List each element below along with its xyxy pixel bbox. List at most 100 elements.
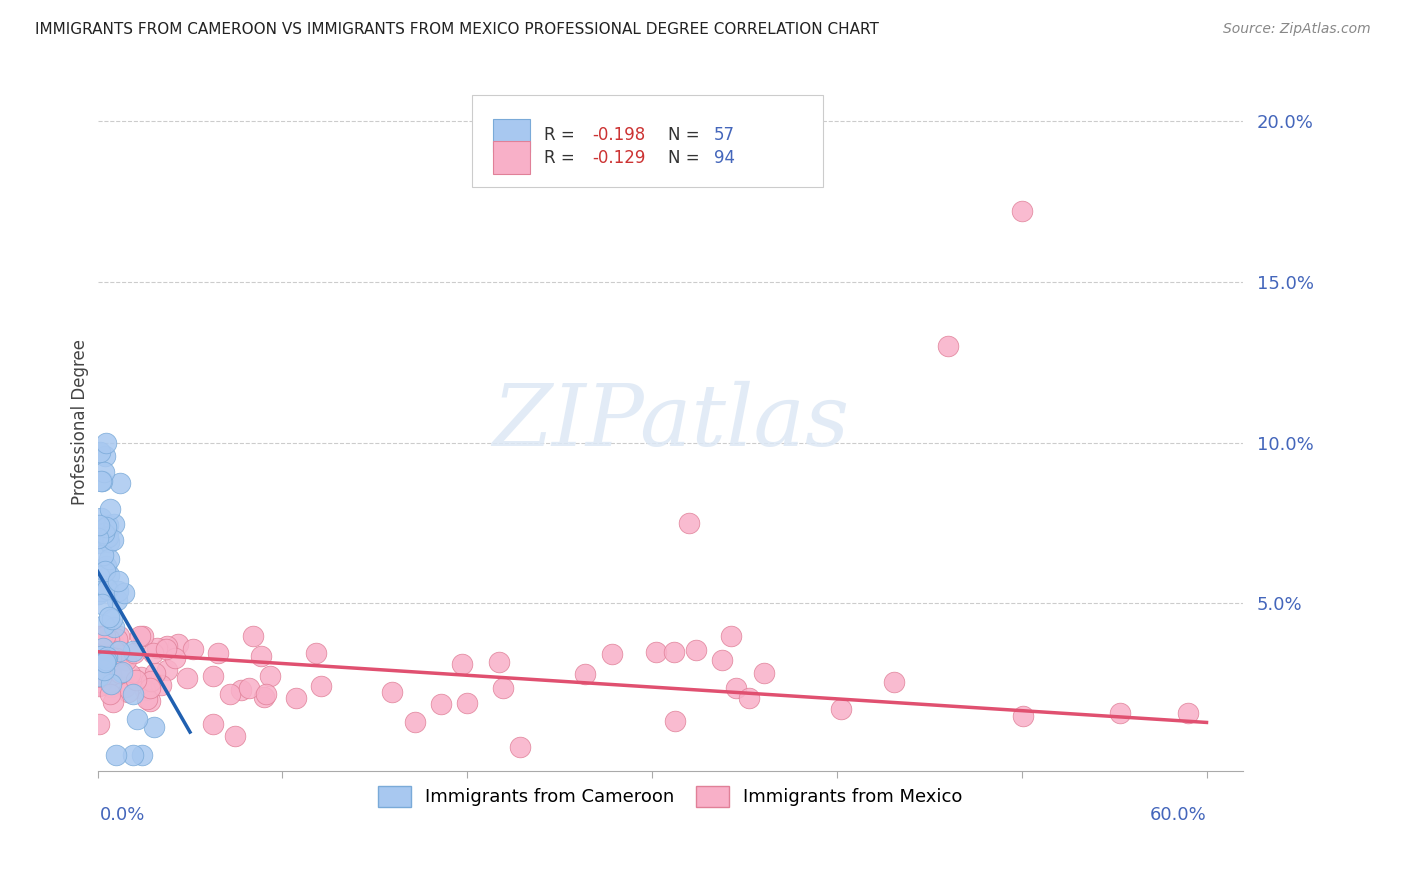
Point	[574, 666, 596, 681]
Point	[108, 643, 131, 657]
Point	[219, 687, 242, 701]
Text: -0.129: -0.129	[592, 149, 645, 167]
Y-axis label: Professional Degree: Professional Degree	[72, 339, 89, 505]
Point	[96, 436, 118, 450]
Point	[91, 629, 114, 643]
Point	[122, 644, 145, 658]
Point	[242, 629, 264, 643]
Point	[117, 684, 139, 698]
Point	[163, 651, 186, 665]
Point	[936, 339, 959, 353]
Point	[685, 643, 707, 657]
Point	[105, 632, 128, 646]
Point	[103, 533, 125, 548]
Point	[87, 587, 110, 601]
Point	[181, 641, 204, 656]
Point	[710, 653, 733, 667]
Point	[600, 647, 623, 661]
Point	[103, 637, 125, 651]
Point	[89, 630, 111, 644]
Point	[100, 653, 122, 667]
Point	[451, 657, 474, 671]
Text: R =: R =	[544, 127, 581, 145]
Point	[108, 629, 131, 643]
Point	[1109, 706, 1132, 721]
Point	[143, 665, 166, 680]
Point	[91, 549, 114, 563]
Point	[883, 674, 905, 689]
Point	[129, 629, 152, 643]
Point	[93, 465, 115, 479]
Point	[155, 642, 177, 657]
Point	[87, 569, 110, 583]
Point	[492, 681, 515, 696]
Point	[90, 649, 112, 664]
Point	[509, 739, 531, 754]
Point	[98, 502, 121, 516]
Point	[136, 692, 159, 706]
Point	[156, 664, 179, 678]
Point	[101, 695, 124, 709]
Point	[830, 702, 852, 716]
Point	[94, 565, 117, 579]
Point	[167, 636, 190, 650]
Point	[139, 673, 162, 688]
Point	[97, 632, 120, 646]
Point	[456, 696, 478, 710]
Point	[91, 597, 114, 611]
Point	[111, 665, 134, 679]
Text: Source: ZipAtlas.com: Source: ZipAtlas.com	[1223, 22, 1371, 37]
Point	[90, 675, 112, 690]
Text: ZIPatlas: ZIPatlas	[492, 381, 849, 463]
Point	[89, 717, 111, 731]
Text: 60.0%: 60.0%	[1150, 806, 1206, 824]
Point	[114, 586, 136, 600]
Text: 0.0%: 0.0%	[100, 806, 145, 824]
Point	[134, 683, 156, 698]
Point	[89, 445, 111, 459]
Legend: Immigrants from Cameroon, Immigrants from Mexico: Immigrants from Cameroon, Immigrants fro…	[371, 779, 970, 814]
Point	[100, 677, 122, 691]
Point	[254, 687, 277, 701]
Point	[725, 681, 748, 696]
Text: 94: 94	[714, 149, 735, 167]
Point	[141, 646, 163, 660]
Point	[224, 730, 246, 744]
Point	[381, 685, 404, 699]
Point	[114, 680, 136, 694]
Point	[90, 670, 112, 684]
Point	[94, 653, 117, 667]
Point	[97, 582, 120, 596]
Point	[150, 678, 173, 692]
Point	[145, 641, 167, 656]
Point	[1011, 204, 1033, 219]
Point	[738, 691, 761, 706]
Point	[139, 681, 162, 695]
Point	[250, 648, 273, 663]
Point	[115, 653, 138, 667]
Point	[93, 618, 115, 632]
Point	[108, 666, 131, 681]
Text: R =: R =	[544, 149, 581, 167]
Point	[104, 651, 127, 665]
Point	[259, 669, 281, 683]
Point	[108, 476, 131, 491]
Point	[231, 683, 253, 698]
Point	[202, 716, 225, 731]
Point	[284, 691, 307, 706]
Point	[91, 474, 114, 488]
Point	[201, 669, 224, 683]
Text: N =: N =	[668, 127, 704, 145]
Point	[97, 518, 120, 533]
Point	[87, 517, 110, 532]
Point	[87, 531, 110, 545]
Point	[96, 530, 118, 544]
Point	[97, 551, 120, 566]
Point	[155, 639, 177, 653]
Point	[488, 655, 510, 669]
Point	[127, 712, 149, 726]
Point	[103, 517, 125, 532]
Point	[678, 516, 700, 530]
Point	[87, 536, 110, 550]
Point	[96, 530, 118, 544]
